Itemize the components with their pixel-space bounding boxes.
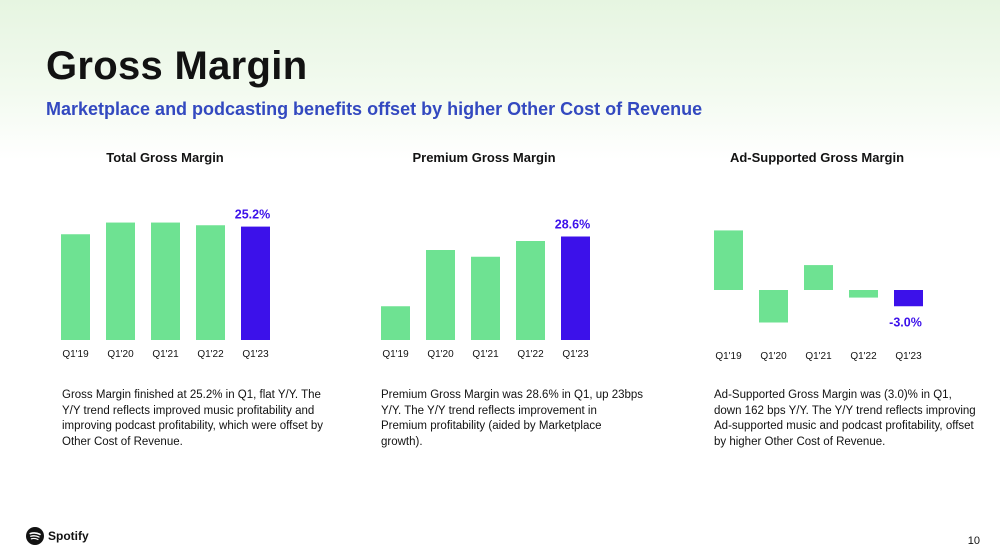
description-premium: Premium Gross Margin was 28.6% in Q1, up… [381,389,644,448]
bar-q120 [106,222,135,340]
page-title: Gross Margin [46,44,308,88]
tick-label: Q1'22 [850,351,877,362]
page-number: 10 [967,535,980,547]
tick-label: Q1'21 [805,351,832,362]
bar-q121 [151,222,180,340]
spotify-logo-icon [26,527,44,545]
bar-q119 [714,230,743,290]
bar-q121 [804,265,833,290]
description-ad-supported: Ad-Supported Gross Margin was (3.0)% in … [714,389,976,448]
data-label: 28.6% [555,218,590,232]
chart-title-premium: Premium Gross Margin [412,150,556,165]
tick-label: Q1'19 [715,351,742,362]
ad-supported-gross-margin-chart: Q1'19 Q1'20 Q1'21 Q1'22 Q1'23 -3.0% [714,230,923,362]
bar-q123 [561,236,590,340]
tick-label: Q1'20 [760,351,787,362]
description-total: Gross Margin finished at 25.2% in Q1, fl… [62,389,324,448]
tick-label: Q1'22 [517,349,544,360]
tick-label: Q1'20 [107,349,134,360]
premium-gross-margin-chart: Q1'19 Q1'20 Q1'21 Q1'22 Q1'23 28.6% [381,218,590,360]
spotify-wordmark: Spotify [48,529,89,543]
tick-label: Q1'23 [242,349,269,360]
bar-q119 [61,234,90,340]
spotify-logo: Spotify [26,527,89,545]
chart-title-total: Total Gross Margin [106,150,224,165]
data-label: -3.0% [889,315,922,329]
header-background [0,0,1000,160]
tick-label: Q1'22 [197,349,224,360]
tick-label: Q1'19 [382,349,409,360]
bar-q122 [196,225,225,340]
tick-label: Q1'21 [472,349,499,360]
bar-q120 [426,250,455,340]
page-subtitle: Marketplace and podcasting benefits offs… [46,99,703,119]
tick-label: Q1'19 [62,349,89,360]
tick-label: Q1'20 [427,349,454,360]
bar-q122 [849,290,878,298]
bar-q123 [894,290,923,307]
total-gross-margin-chart: Q1'19 Q1'20 Q1'21 Q1'22 Q1'23 25.2% [61,208,270,360]
bar-q123 [241,226,270,340]
chart-title-ad-supported: Ad-Supported Gross Margin [729,150,905,165]
bar-q122 [516,241,545,340]
data-label: 25.2% [235,208,270,222]
tick-label: Q1'23 [895,351,922,362]
bar-q119 [381,306,410,340]
bar-q121 [471,256,500,340]
tick-label: Q1'23 [562,349,589,360]
bar-q120 [759,290,788,323]
tick-label: Q1'21 [152,349,179,360]
